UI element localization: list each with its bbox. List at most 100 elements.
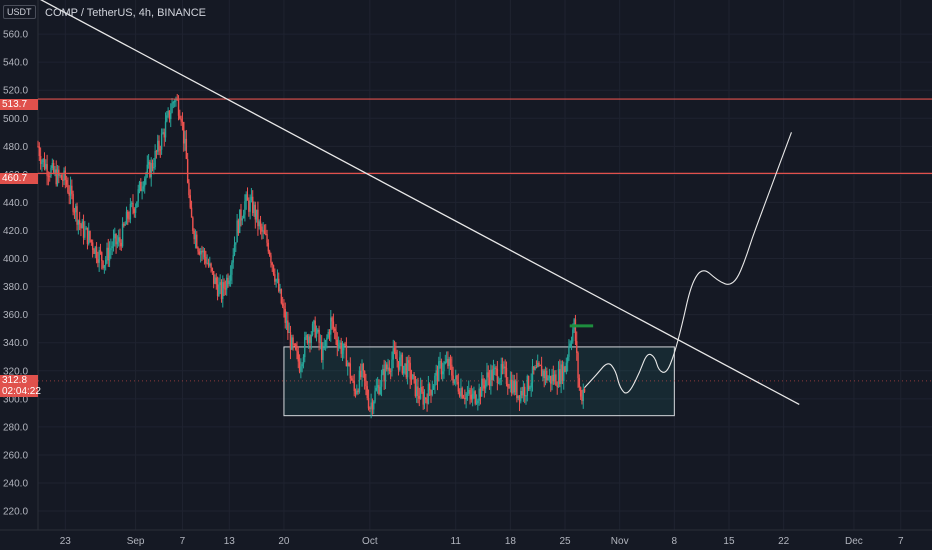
candle-body — [138, 181, 141, 190]
candle-body — [280, 289, 283, 304]
candle-body — [556, 385, 558, 388]
candle-body — [134, 207, 137, 213]
candle-body — [409, 362, 411, 380]
candle-body — [73, 211, 76, 213]
candle-body — [231, 262, 233, 275]
candle-body — [513, 380, 515, 393]
candle-body — [322, 348, 324, 360]
candle-body — [366, 386, 368, 399]
candle-body — [418, 395, 420, 399]
candle-body — [210, 263, 212, 269]
candle-body — [107, 247, 109, 261]
candle-body — [68, 192, 70, 196]
candle-body — [496, 368, 499, 384]
candle-body — [63, 170, 65, 181]
candle-body — [423, 397, 426, 405]
candle-body — [326, 337, 328, 341]
candle-body — [517, 395, 519, 399]
y-tick-label: 560.0 — [3, 30, 28, 41]
candle-body — [419, 387, 422, 399]
candle-body — [422, 391, 424, 405]
candle-body — [37, 146, 39, 148]
candle-body — [179, 115, 181, 119]
candle-body — [327, 332, 329, 338]
candle-body — [494, 367, 496, 369]
candle-body — [181, 121, 184, 123]
candle-body — [444, 362, 447, 364]
candle-body — [440, 360, 443, 375]
candle-body — [199, 250, 202, 255]
candle-body — [339, 342, 341, 345]
candle-body — [533, 366, 535, 370]
candle-body — [538, 362, 540, 366]
candle-body — [164, 121, 167, 138]
candle-body — [306, 335, 309, 344]
x-tick-label: Oct — [362, 536, 378, 547]
candle-body — [228, 280, 230, 285]
candle-body — [246, 194, 249, 201]
candle-body — [94, 246, 96, 254]
candle-body — [183, 121, 185, 144]
candle-body — [470, 394, 473, 400]
x-axis[interactable]: 23 Sep 7 13 20 Oct 11 18 25 Nov 8 15 22 Dec 7 — [60, 536, 904, 547]
candle-body — [106, 247, 108, 260]
candle-body — [188, 182, 190, 196]
candle-body — [534, 366, 536, 370]
candle-body — [309, 336, 311, 344]
candle-body — [142, 186, 145, 189]
candle-body — [374, 390, 376, 402]
candle-body — [565, 362, 568, 372]
candle-body — [43, 158, 46, 169]
candle-body — [288, 332, 290, 333]
candle-body — [365, 380, 367, 387]
candle-body — [298, 361, 301, 372]
candle-body — [202, 250, 204, 253]
candle-body — [261, 226, 263, 232]
candle-body — [436, 370, 439, 382]
candle-body — [345, 345, 348, 367]
candle-body — [504, 366, 506, 368]
candle-body — [458, 391, 461, 397]
candle-body — [294, 344, 297, 350]
candle-body — [112, 238, 115, 247]
candle-body — [41, 162, 43, 164]
candle-body — [305, 335, 307, 338]
candle-body — [125, 211, 128, 225]
candle-body — [262, 230, 264, 232]
candle-body — [460, 388, 462, 397]
candle-body — [551, 375, 553, 384]
candle-body — [550, 375, 552, 384]
candle-body — [387, 367, 389, 370]
candle-body — [80, 224, 82, 229]
candle-body — [64, 170, 67, 181]
candle-body — [462, 397, 465, 399]
candle-body — [82, 221, 85, 238]
candle-body — [172, 102, 175, 104]
candle-body — [357, 390, 359, 393]
candle-body — [442, 371, 444, 375]
candle-body — [514, 381, 517, 393]
candle-body — [144, 178, 146, 187]
candle-body — [76, 206, 78, 225]
candle-body — [52, 162, 55, 173]
candle-body — [275, 279, 277, 282]
candle-body — [481, 378, 483, 397]
candle-body — [110, 248, 112, 251]
x-tick-label: Sep — [127, 536, 145, 547]
candle-body — [296, 349, 298, 352]
candle-body — [539, 365, 542, 366]
candle-body — [67, 184, 69, 193]
candle-body — [115, 233, 117, 245]
x-tick-label: 8 — [672, 536, 678, 547]
candle-body — [136, 201, 138, 208]
candle-body — [560, 364, 562, 384]
candle-body — [542, 370, 544, 377]
x-tick-label: 18 — [505, 536, 517, 547]
candle-body — [552, 375, 555, 382]
candle-body — [271, 262, 273, 266]
currency-badge[interactable]: USDT — [3, 5, 36, 19]
candle-body — [224, 288, 227, 290]
candle-body — [566, 356, 569, 363]
